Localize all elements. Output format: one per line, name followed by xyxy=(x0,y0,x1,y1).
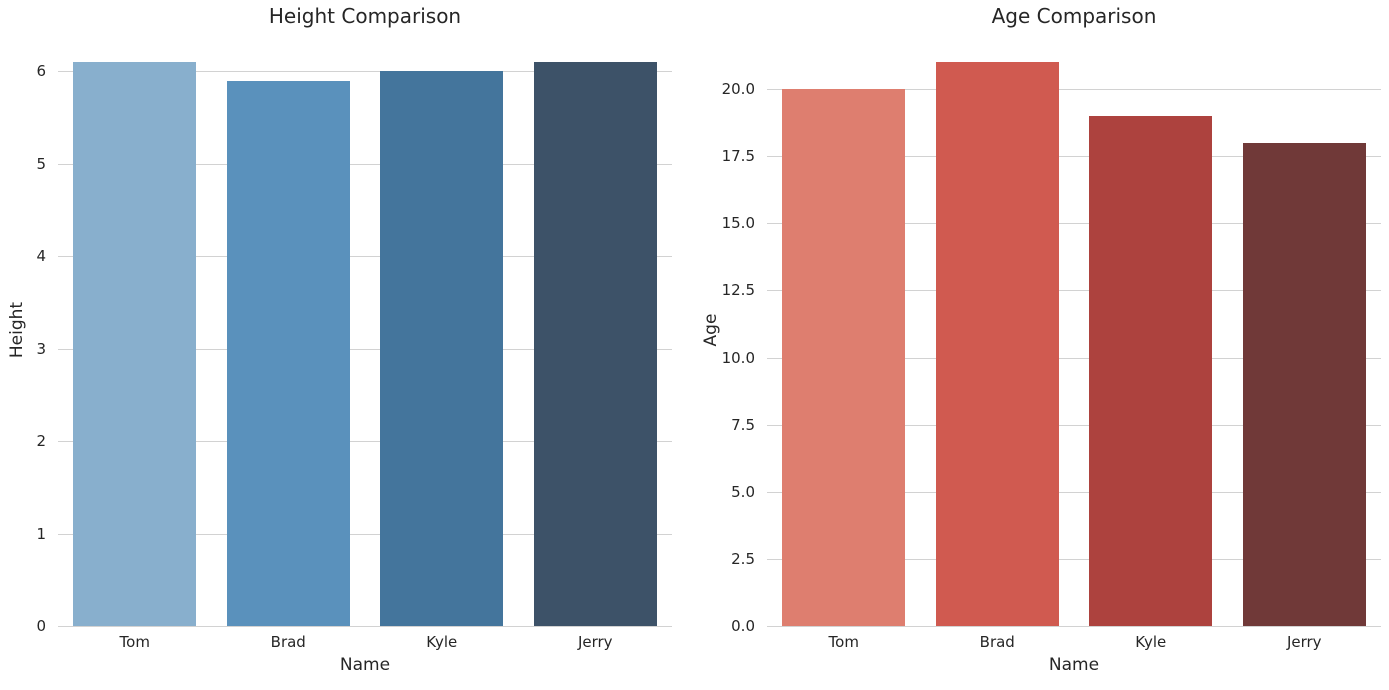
x-tick-label: Brad xyxy=(979,633,1015,651)
gridline xyxy=(767,290,1381,292)
x-tick-label: Brad xyxy=(270,633,306,651)
x-tick-label: Tom xyxy=(119,633,150,651)
gridline xyxy=(767,223,1381,225)
x-tick-label: Kyle xyxy=(1135,633,1167,651)
bar-brad xyxy=(226,80,350,626)
bar-tom xyxy=(73,62,197,626)
y-tick-label: 7.5 xyxy=(731,415,755,434)
x-axis-label: Name xyxy=(339,655,391,675)
gridline xyxy=(58,626,672,627)
gridline xyxy=(58,256,672,258)
gridline xyxy=(58,71,672,73)
gridline xyxy=(58,348,672,350)
y-tick-label: 5 xyxy=(36,154,46,173)
y-axis-label: Age xyxy=(701,313,721,347)
bar-jerry xyxy=(533,62,657,626)
y-tick-label: 2 xyxy=(36,432,46,451)
height-comparison-chart: Height Comparison Name Height 0 1 2 3 4 5 6 Tom… xyxy=(0,0,694,690)
x-tick-label: Kyle xyxy=(426,633,458,651)
gridline xyxy=(58,163,672,165)
gridline xyxy=(767,156,1381,158)
x-tick-label: Jerry xyxy=(577,633,613,651)
gridline xyxy=(767,626,1381,627)
plot-area xyxy=(58,34,672,627)
y-tick-label: 4 xyxy=(36,247,46,266)
x-tick-label: Tom xyxy=(828,633,859,651)
y-tick-label: 3 xyxy=(36,339,46,358)
bar-kyle xyxy=(380,71,504,626)
y-tick-label: 0 xyxy=(36,617,46,635)
plot-area xyxy=(767,34,1381,627)
bar-jerry xyxy=(1242,142,1366,626)
gridline xyxy=(767,424,1381,426)
y-tick-label: 1 xyxy=(36,524,46,543)
bar-kyle xyxy=(1089,115,1213,626)
chart-title: Age Comparison xyxy=(991,4,1157,28)
y-tick-label: 12.5 xyxy=(721,281,755,300)
y-tick-label: 15.0 xyxy=(721,214,755,233)
age-comparison-chart: Age Comparison Name Age 0.0 2.5 5.0 7.5 10.0… xyxy=(694,0,1389,690)
gridline xyxy=(767,558,1381,560)
chart-title: Height Comparison xyxy=(268,4,462,28)
x-tick-label: Jerry xyxy=(1286,633,1322,651)
y-tick-label: 17.5 xyxy=(721,147,755,166)
gridline xyxy=(767,491,1381,493)
y-tick-label: 20.0 xyxy=(721,80,755,99)
y-tick-label: 10.0 xyxy=(721,348,755,367)
gridline xyxy=(767,89,1381,91)
y-tick-label: 6 xyxy=(36,62,46,81)
bar-tom xyxy=(782,89,906,626)
gridline xyxy=(767,357,1381,359)
gridline xyxy=(58,533,672,535)
y-tick-label: 0.0 xyxy=(731,617,755,635)
bar-brad xyxy=(935,62,1059,626)
x-axis-label: Name xyxy=(1048,655,1100,675)
gridline xyxy=(58,441,672,443)
y-tick-label: 2.5 xyxy=(731,549,755,568)
y-tick-label: 5.0 xyxy=(731,482,755,501)
